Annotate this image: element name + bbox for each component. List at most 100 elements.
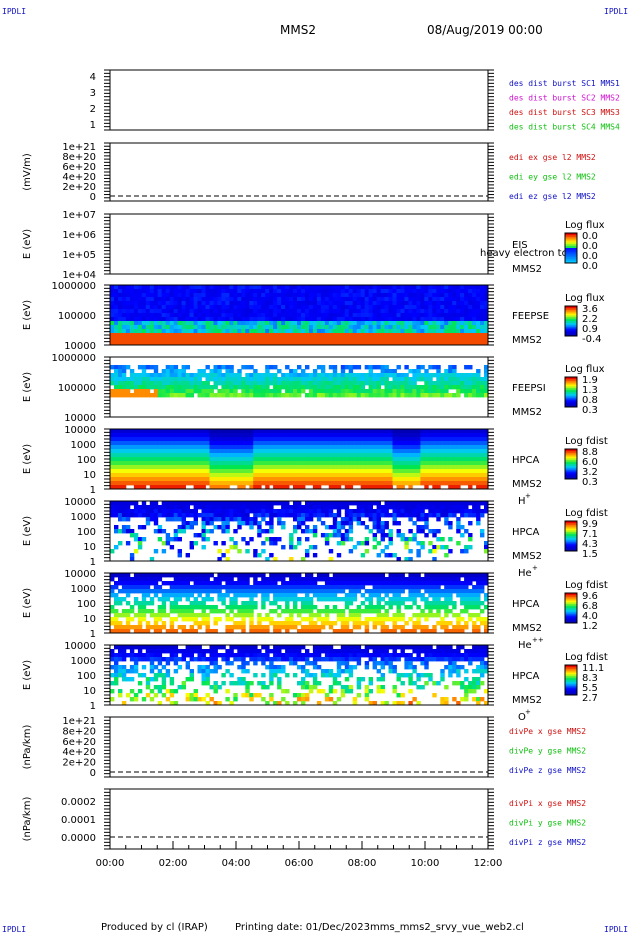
- spectrogram-cell: [141, 613, 147, 618]
- spectrogram-cell: [165, 385, 171, 390]
- spectrogram-cell: [133, 473, 139, 478]
- spectrogram-cell: [468, 513, 473, 518]
- spectrogram-cell: [193, 533, 198, 538]
- spectrogram-cell: [245, 473, 250, 478]
- colorbar-tick-label: 0.0: [582, 251, 598, 262]
- spectrogram-cell: [241, 473, 246, 478]
- spectrogram-cell: [372, 297, 377, 302]
- spectrogram-cell: [380, 549, 385, 554]
- colorbar-swatch: [565, 330, 577, 333]
- spectrogram-cell: [137, 577, 143, 582]
- spectrogram-cell: [368, 505, 373, 510]
- spectrogram-cell: [293, 285, 298, 290]
- spectrogram-cell: [213, 629, 218, 634]
- spectrogram-cell: [376, 365, 381, 370]
- spectrogram-cell: [133, 337, 139, 342]
- spectrogram-cell: [484, 385, 489, 390]
- spectrogram-cell: [169, 585, 175, 590]
- spectrogram-cell: [141, 305, 147, 310]
- spectrogram-cell: [269, 305, 274, 310]
- spectrogram-cell: [408, 337, 413, 342]
- spectrogram-cell: [396, 377, 401, 382]
- spectrogram-cell: [289, 465, 294, 470]
- spectrogram-cell: [432, 529, 437, 534]
- spectrogram-cell: [273, 457, 278, 462]
- spectrogram-cell: [301, 445, 306, 450]
- spectrogram-cell: [225, 589, 230, 594]
- spectrogram-cell: [221, 593, 226, 598]
- spectrogram-cell: [404, 545, 409, 550]
- spectrogram-cell: [249, 285, 254, 290]
- spectrogram-cell: [305, 549, 310, 554]
- spectrogram-cell: [165, 505, 171, 510]
- spectrogram-cell: [169, 385, 175, 390]
- spectrogram-cell: [308, 321, 314, 326]
- spectrogram-cell: [141, 577, 147, 582]
- spectrogram-cell: [137, 289, 143, 294]
- spectrogram-cell: [125, 321, 131, 326]
- spectrogram-cell: [297, 525, 302, 530]
- spectrogram-cell: [424, 381, 429, 386]
- spectrogram-cell: [408, 385, 413, 390]
- spectrogram-cell: [221, 385, 226, 390]
- spectrogram-cell: [356, 313, 362, 318]
- spectrogram-cell: [193, 441, 198, 446]
- spectrogram-cell: [233, 313, 238, 318]
- spectrogram-cell: [213, 317, 218, 322]
- spectrogram-cell: [225, 473, 230, 478]
- spectrogram-cell: [456, 481, 461, 486]
- spectrogram-cell: [400, 509, 405, 514]
- spectrogram-cell: [316, 509, 322, 514]
- spectrogram-cell: [384, 297, 389, 302]
- spectrogram-cell: [177, 309, 182, 314]
- spectrogram-cell: [392, 445, 397, 450]
- spectrogram-cell: [157, 469, 163, 474]
- spectrogram-cell: [400, 325, 405, 330]
- spectrogram-cell: [177, 329, 182, 334]
- spectrogram-cell: [432, 457, 437, 462]
- spectrogram-cell: [352, 513, 358, 518]
- spectrogram-cell: [153, 517, 159, 522]
- colorbar-swatch: [565, 471, 577, 474]
- spectrogram-cell: [464, 453, 469, 458]
- spectrogram-cell: [360, 509, 366, 514]
- spectrogram-cell: [197, 477, 202, 482]
- spectrogram-cell: [269, 337, 274, 342]
- colorbar-swatch: [565, 536, 577, 539]
- spectrogram-cell: [308, 389, 314, 394]
- spectrogram-cell: [332, 525, 338, 530]
- spectrogram-cell: [205, 313, 210, 318]
- spectrogram-cell: [277, 441, 282, 446]
- spectrogram-cell: [277, 321, 282, 326]
- colorbar-frame: [564, 520, 578, 552]
- spectrogram-cell: [364, 481, 370, 486]
- spectrogram-cell: [269, 365, 274, 370]
- spectrogram-cell: [293, 393, 298, 398]
- spectrogram-cell: [225, 289, 230, 294]
- spectrogram-cell: [165, 441, 171, 446]
- spectrogram-cell: [372, 537, 377, 542]
- spectrogram-cell: [253, 457, 258, 462]
- spectrogram-cell: [137, 473, 143, 478]
- spectrogram-cell: [185, 373, 190, 378]
- spectrogram-cell: [269, 293, 274, 298]
- spectrogram-cell: [376, 313, 381, 318]
- spectrogram-cell: [468, 329, 473, 334]
- spectrogram-cell: [456, 437, 461, 442]
- colorbar-swatch: [565, 521, 577, 524]
- spectrogram-cell: [289, 477, 294, 482]
- spectrogram-cell: [468, 325, 473, 330]
- spectrogram-cell: [133, 581, 139, 586]
- spectrogram-cell: [444, 453, 449, 458]
- spectrogram-cell: [261, 333, 266, 338]
- spectrogram-cell: [129, 577, 135, 582]
- spectrogram-cell: [217, 285, 222, 290]
- spectrogram-cell: [137, 525, 143, 530]
- spectrogram-cell: [336, 465, 342, 470]
- spectrogram-cell: [173, 577, 179, 582]
- spectrogram-cell: [360, 329, 366, 334]
- colorbar-tick-label: 0.8: [582, 395, 598, 406]
- spectrogram-cell: [257, 453, 262, 458]
- spectrogram-cell: [261, 385, 266, 390]
- spectrogram-cell: [121, 341, 127, 346]
